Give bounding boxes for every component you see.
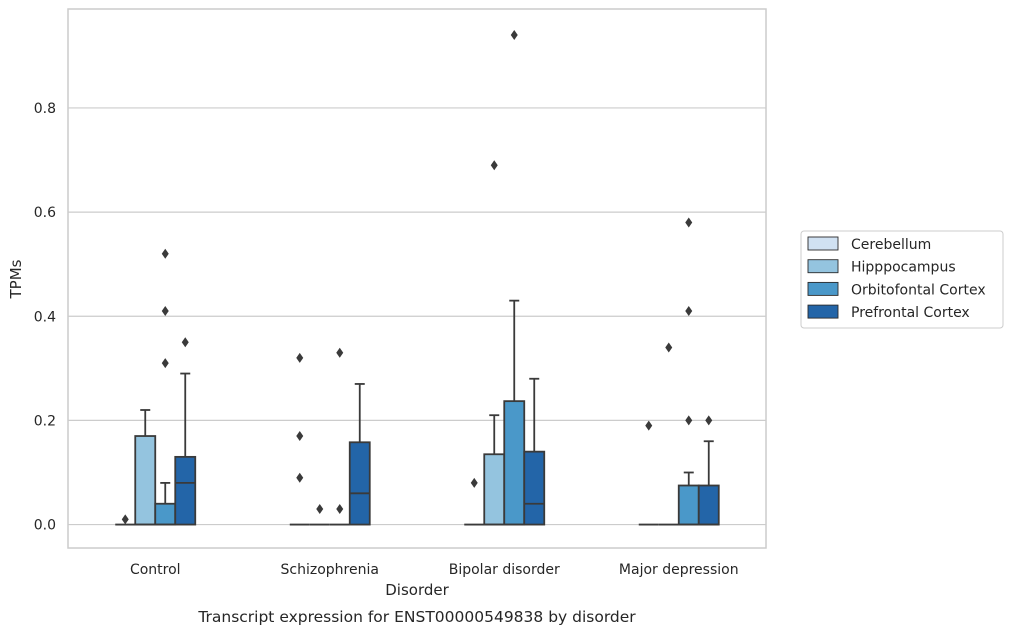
legend-label: Prefrontal Cortex xyxy=(851,305,970,321)
legend-swatch xyxy=(807,281,839,296)
plot-frame xyxy=(67,8,767,549)
legend-swatch xyxy=(807,304,839,319)
box-3-2 xyxy=(677,471,700,526)
outlier-marker xyxy=(705,415,713,426)
box-iqr xyxy=(154,502,177,526)
x-tick-label: Schizophrenia xyxy=(281,562,379,578)
box-1-3 xyxy=(348,383,371,526)
box-iqr xyxy=(134,435,157,526)
x-tick-label: Bipolar disorder xyxy=(449,562,560,578)
outlier-marker xyxy=(336,503,344,514)
legend-label: Cerebellum xyxy=(851,237,931,253)
x-tick-label: Control xyxy=(130,562,181,578)
outlier-marker xyxy=(336,347,344,358)
outlier-marker xyxy=(665,342,673,353)
box-iqr xyxy=(677,484,700,526)
legend-item: Orbitofontal Cortex xyxy=(807,281,986,298)
y-axis-ticks: 0.0 0.2 0.4 0.6 0.8 xyxy=(34,101,56,534)
box-3-3 xyxy=(697,440,720,526)
outlier-marker xyxy=(685,306,693,317)
y-tick-label: 0.2 xyxy=(34,413,56,429)
legend: Cerebellum Hipppocampus Orbitofontal Corte… xyxy=(800,230,1004,329)
outlier-marker xyxy=(161,248,169,259)
outlier-marker xyxy=(470,477,478,488)
x-axis-label: Disorder xyxy=(385,581,449,599)
outlier-marker xyxy=(685,415,693,426)
box-0-3 xyxy=(174,372,197,526)
legend-swatch xyxy=(807,259,839,274)
flier-layer xyxy=(121,30,713,525)
outlier-marker xyxy=(645,420,653,431)
box-iqr xyxy=(174,455,197,526)
outlier-marker xyxy=(296,472,304,483)
legend-label: Hipppocampus xyxy=(851,260,956,276)
outlier-marker xyxy=(181,337,189,348)
box-2-1 xyxy=(483,414,506,526)
box-iqr xyxy=(483,453,506,526)
outlier-marker xyxy=(296,431,304,442)
outlier-marker xyxy=(316,503,324,514)
legend-items: Cerebellum Hipppocampus Orbitofontal Corte… xyxy=(807,236,986,321)
y-axis-label: TPMs xyxy=(7,259,25,299)
legend-item: Hipppocampus xyxy=(807,259,956,276)
box-2-3 xyxy=(523,377,546,526)
outlier-marker xyxy=(296,352,304,363)
outlier-marker xyxy=(490,160,498,171)
box-0-2 xyxy=(154,482,177,526)
outlier-marker xyxy=(161,358,169,369)
legend-swatch xyxy=(807,236,839,251)
outlier-marker xyxy=(685,217,693,228)
y-tick-label: 0.6 xyxy=(34,205,56,221)
box-0-1 xyxy=(134,409,157,526)
outlier-marker xyxy=(121,514,129,525)
outlier-marker xyxy=(510,30,518,41)
legend-frame xyxy=(800,230,1004,329)
grid-layer xyxy=(68,107,766,526)
box-2-2 xyxy=(503,299,526,526)
legend-label: Orbitofontal Cortex xyxy=(851,282,986,298)
box-iqr xyxy=(348,441,371,526)
box-iqr xyxy=(523,450,546,526)
y-tick-label: 0.4 xyxy=(34,309,56,325)
legend-item: Cerebellum xyxy=(807,236,931,253)
outlier-marker xyxy=(161,306,169,317)
box-layer xyxy=(115,299,720,526)
box-iqr xyxy=(503,400,526,526)
box-iqr xyxy=(697,484,720,526)
y-tick-label: 0.0 xyxy=(34,518,56,534)
chart-caption: Transcript expression for ENST0000054983… xyxy=(197,608,636,626)
x-axis-ticks: Control Schizophrenia Bipolar disorder Majo… xyxy=(130,562,739,578)
y-tick-label: 0.8 xyxy=(34,101,56,117)
legend-item: Prefrontal Cortex xyxy=(807,304,970,321)
x-tick-label: Major depression xyxy=(619,562,739,578)
